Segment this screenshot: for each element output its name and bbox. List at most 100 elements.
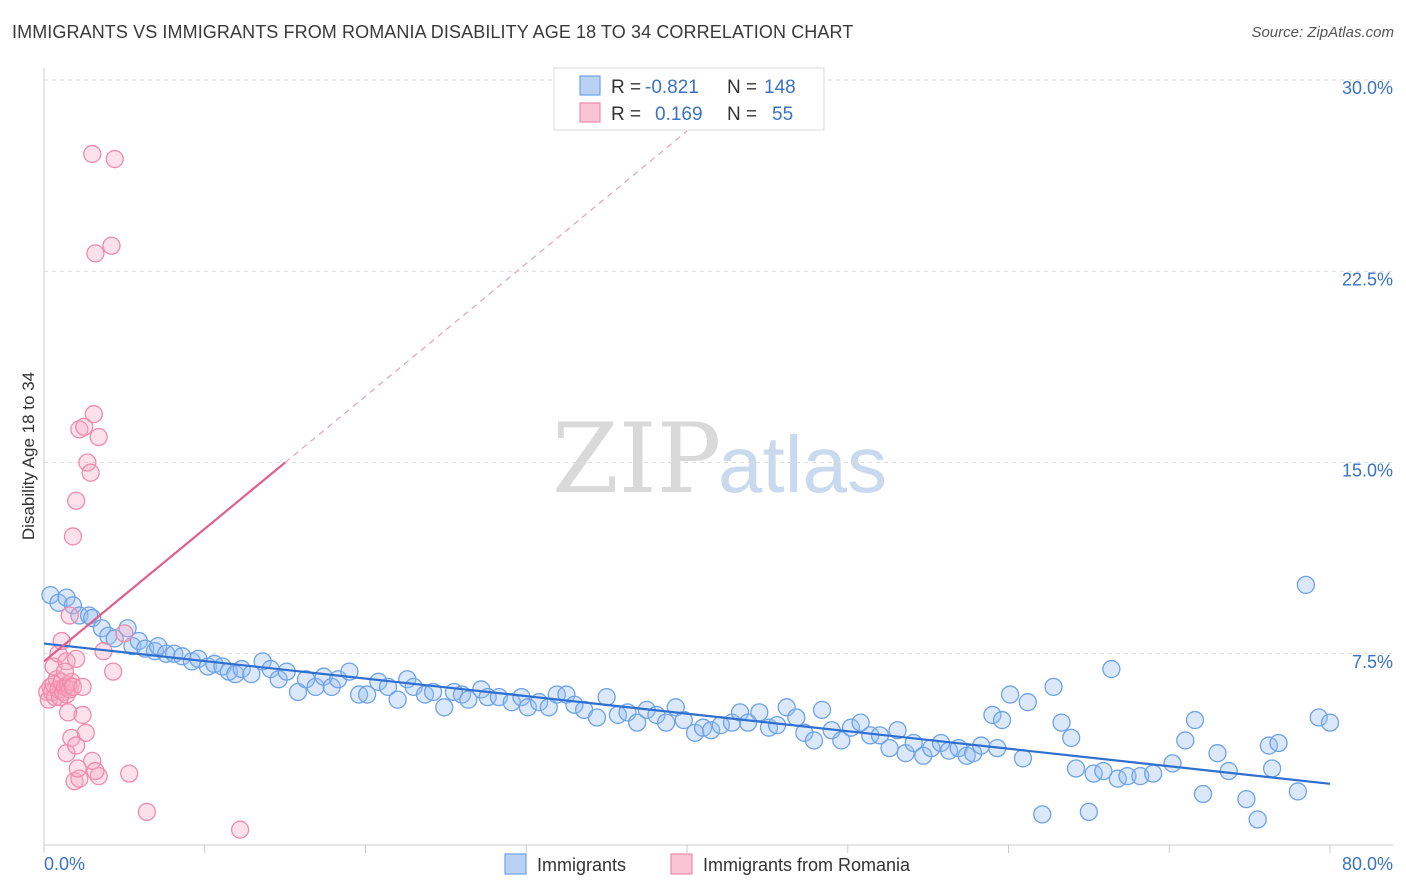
immigrants-point <box>1248 810 1267 829</box>
immigrants-point <box>105 629 124 648</box>
romania-point <box>83 144 102 164</box>
watermark-zip: ZIP <box>552 403 721 515</box>
immigrants-point <box>851 713 870 732</box>
watermark-atlas: atlas <box>718 420 887 509</box>
immigrants-point <box>1208 744 1227 763</box>
chart-source: Source: ZipAtlas.com <box>1251 24 1394 41</box>
romania-point <box>83 751 102 770</box>
y-tick-label: 22.5% <box>1342 269 1393 289</box>
stats-r-value-1: -0.821 <box>645 77 699 98</box>
romania-point <box>60 606 79 625</box>
immigrants-point <box>804 731 824 750</box>
immigrants-point <box>518 698 538 717</box>
immigrants-point <box>1309 708 1328 727</box>
grid-layer <box>44 79 1393 655</box>
immigrants-point <box>1193 784 1213 804</box>
stats-n-value-1: 148 <box>764 77 796 98</box>
stats-r-label-1: R = <box>611 77 641 98</box>
immigrants-point <box>983 705 1002 725</box>
immigrants-point <box>1237 789 1256 809</box>
immigrants-point <box>1176 731 1195 750</box>
immigrants-point <box>787 708 806 727</box>
immigrants-point <box>1013 749 1033 768</box>
immigrants-point <box>357 685 377 704</box>
immigrants-point <box>701 721 721 740</box>
romania-trend-line <box>43 461 286 663</box>
stats-n-value-2: 55 <box>772 104 793 125</box>
x-tick-label-max: 80.0% <box>1342 854 1393 874</box>
immigrants-point <box>587 708 607 727</box>
stats-n-label-1: N = <box>727 77 757 98</box>
immigrants-point <box>738 713 758 732</box>
immigrants-point <box>459 690 478 709</box>
immigrants-point <box>378 677 398 697</box>
romania-point <box>81 463 100 482</box>
stats-r-value-2: 0.169 <box>655 104 703 125</box>
immigrants-point <box>1094 761 1113 781</box>
immigrants-point <box>1144 764 1163 783</box>
romania-point <box>89 767 108 786</box>
legend-swatch-immigrants <box>504 853 527 875</box>
immigrants-point <box>1262 759 1282 778</box>
romania-point <box>103 662 123 681</box>
y-tick-label: 30.0% <box>1342 78 1393 98</box>
romania-point <box>86 761 105 781</box>
immigrants-point <box>1044 677 1063 697</box>
romania-point <box>78 453 97 472</box>
immigrants-point <box>992 710 1012 730</box>
y-axis-label: Disability Age 18 to 34 <box>19 372 38 540</box>
immigrants-point <box>656 713 676 732</box>
immigrants-point <box>1066 759 1086 778</box>
immigrants-point <box>1079 802 1099 821</box>
romania-point <box>67 491 86 510</box>
immigrants-point <box>888 721 907 740</box>
immigrants-point <box>812 700 832 719</box>
romania-point <box>63 677 83 697</box>
romania-point <box>86 244 105 263</box>
immigrants-point <box>597 687 616 707</box>
immigrants-point <box>795 723 814 742</box>
y-tick-label: 7.5% <box>1352 652 1393 672</box>
immigrants-point <box>1320 713 1340 732</box>
immigrants-point <box>628 713 647 732</box>
romania-point <box>75 417 94 436</box>
romania-point <box>84 404 103 424</box>
immigrants-point <box>63 596 83 615</box>
romania-point <box>55 662 75 681</box>
romania-trend-extension <box>284 130 688 463</box>
romania-point <box>89 427 108 447</box>
immigrants-point <box>1052 713 1071 732</box>
immigrants-point <box>1033 805 1052 824</box>
points-layer <box>38 144 1340 839</box>
immigrants-point <box>1163 754 1182 773</box>
stats-legend-swatch-pink <box>579 102 601 123</box>
romania-point <box>120 764 139 783</box>
immigrants-point <box>880 738 899 758</box>
romania-point <box>137 802 157 821</box>
stats-legend: R = -0.821 N = 148 R = 0.169 N = 55 <box>553 67 825 131</box>
immigrants-point <box>1288 782 1307 801</box>
immigrants-point <box>1185 710 1205 730</box>
immigrants-point <box>1269 733 1288 753</box>
immigrants-trend-line <box>43 642 1331 785</box>
immigrants-point <box>832 731 851 750</box>
immigrants-point <box>435 698 454 717</box>
legend-swatch-romania <box>670 853 693 875</box>
legend-label-immigrants: Immigrants <box>537 855 626 875</box>
romania-point <box>58 703 78 722</box>
stats-n-label-2: N = <box>727 104 757 125</box>
romania-point <box>105 149 124 169</box>
trend-layer <box>43 130 1331 785</box>
romania-point <box>76 723 95 742</box>
immigrants-point <box>1296 575 1316 595</box>
legend-label-romania: Immigrants from Romania <box>703 855 911 875</box>
romania-point <box>67 649 86 668</box>
y-tick-label: 15.0% <box>1342 461 1393 481</box>
romania-point <box>73 705 92 725</box>
x-tick-marks <box>43 845 1331 853</box>
romania-point <box>115 624 134 643</box>
immigrants-point <box>1118 767 1137 786</box>
immigrants-point <box>674 710 693 730</box>
romania-point <box>73 677 92 697</box>
